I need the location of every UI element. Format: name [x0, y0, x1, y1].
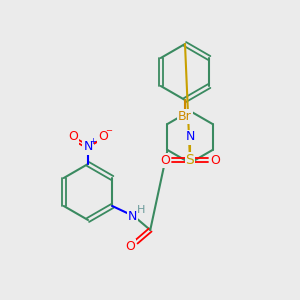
Text: H: H [137, 205, 146, 215]
Text: −: − [106, 127, 112, 136]
Text: O: O [98, 130, 108, 143]
Text: O: O [210, 154, 220, 166]
Text: S: S [186, 153, 194, 167]
Text: O: O [160, 154, 170, 166]
Text: N: N [83, 140, 93, 154]
Text: N: N [185, 130, 195, 143]
Text: N: N [128, 209, 137, 223]
Text: O: O [125, 239, 135, 253]
Text: O: O [68, 130, 78, 143]
Text: +: + [90, 137, 96, 146]
Text: Br: Br [178, 110, 192, 122]
